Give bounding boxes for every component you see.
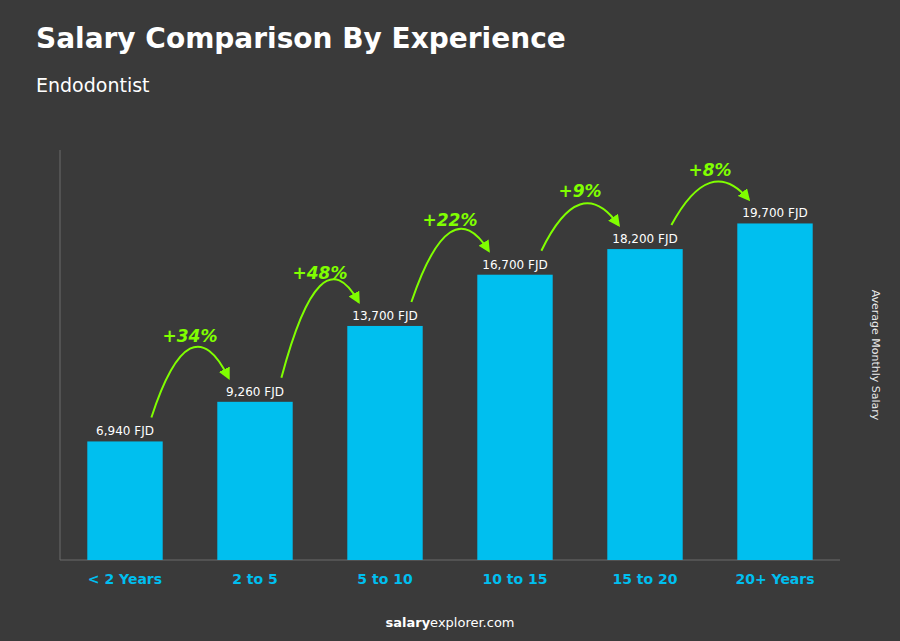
- data-label: 18,200 FJD: [612, 232, 677, 246]
- x-tick-label: 20+ Years: [735, 571, 814, 587]
- arrow: [151, 347, 228, 418]
- x-axis-line: [60, 560, 840, 561]
- bar: [347, 326, 422, 560]
- bars: [87, 223, 812, 560]
- data-label: 16,700 FJD: [482, 258, 547, 272]
- bar: [607, 249, 682, 560]
- data-label: 13,700 FJD: [352, 309, 417, 323]
- annotation: +8%: [688, 160, 731, 180]
- annotation: +22%: [423, 210, 478, 230]
- annotation: +9%: [558, 181, 601, 201]
- x-tick-label: 10 to 15: [482, 571, 547, 587]
- x-tick-label: 2 to 5: [232, 571, 278, 587]
- footer: salaryexplorer.com: [385, 615, 514, 630]
- data-label: 6,940 FJD: [96, 424, 154, 438]
- background: [0, 0, 900, 641]
- footer-part: salary: [385, 615, 430, 630]
- bar: [217, 402, 292, 560]
- arrow: [541, 203, 618, 250]
- y-axis-line: [60, 150, 61, 560]
- arrow: [671, 181, 748, 225]
- annotation: +48%: [293, 263, 348, 283]
- subtitle: Endodontist: [36, 74, 150, 96]
- bar: [87, 441, 162, 560]
- data-label: 9,260 FJD: [226, 385, 284, 399]
- y-axis-label: Average Monthly Salary: [869, 290, 882, 421]
- bar: [737, 223, 812, 560]
- annotation: +34%: [163, 326, 218, 346]
- x-tick-label: 15 to 20: [612, 571, 677, 587]
- data-label: 19,700 FJD: [742, 206, 807, 220]
- arrow: [281, 279, 358, 378]
- x-tick-label: < 2 Years: [88, 571, 162, 587]
- footer-part: explorer.com: [430, 615, 514, 630]
- bar: [477, 275, 552, 560]
- arrow: [411, 229, 488, 302]
- chart: Salary Comparison By Experience Endodonti…: [0, 0, 900, 641]
- title: Salary Comparison By Experience: [36, 22, 566, 55]
- x-tick-label: 5 to 10: [357, 571, 413, 587]
